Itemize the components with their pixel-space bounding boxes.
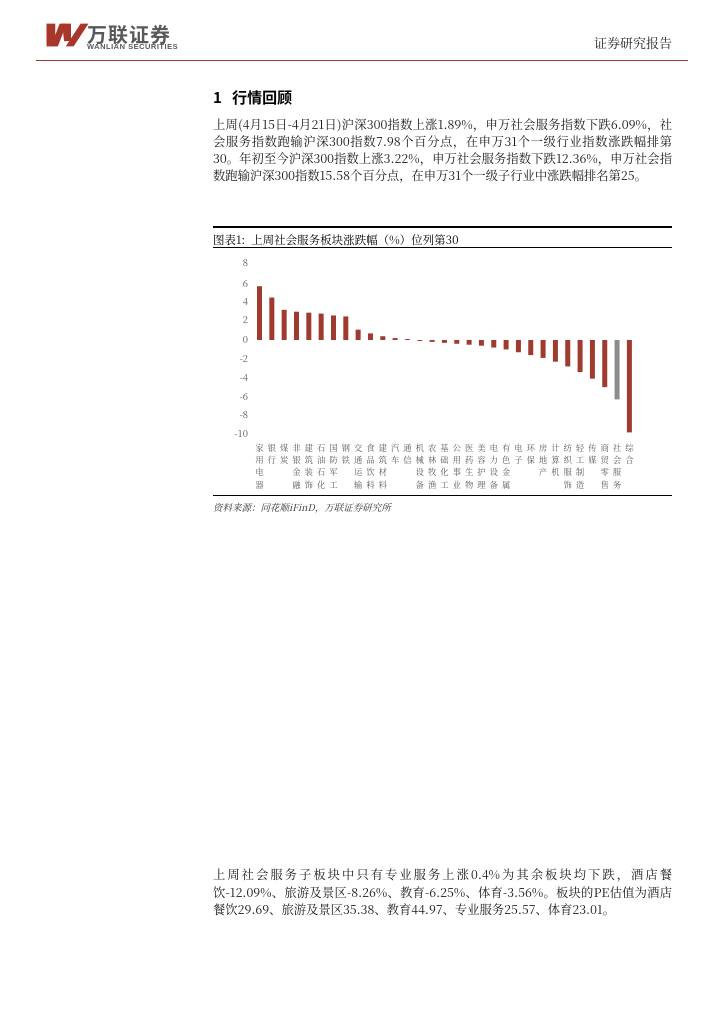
svg-text:0: 0 <box>243 332 248 346</box>
svg-text:-6: -6 <box>239 389 248 403</box>
svg-text:-4: -4 <box>239 370 248 384</box>
svg-text:-8: -8 <box>239 407 248 421</box>
svg-text:-10: -10 <box>234 426 248 440</box>
svg-text:8: 8 <box>243 255 248 269</box>
svg-text:2: 2 <box>243 312 248 326</box>
svg-text:-2: -2 <box>239 351 248 365</box>
svg-text:4: 4 <box>243 294 249 308</box>
svg-text:6: 6 <box>243 276 248 290</box>
